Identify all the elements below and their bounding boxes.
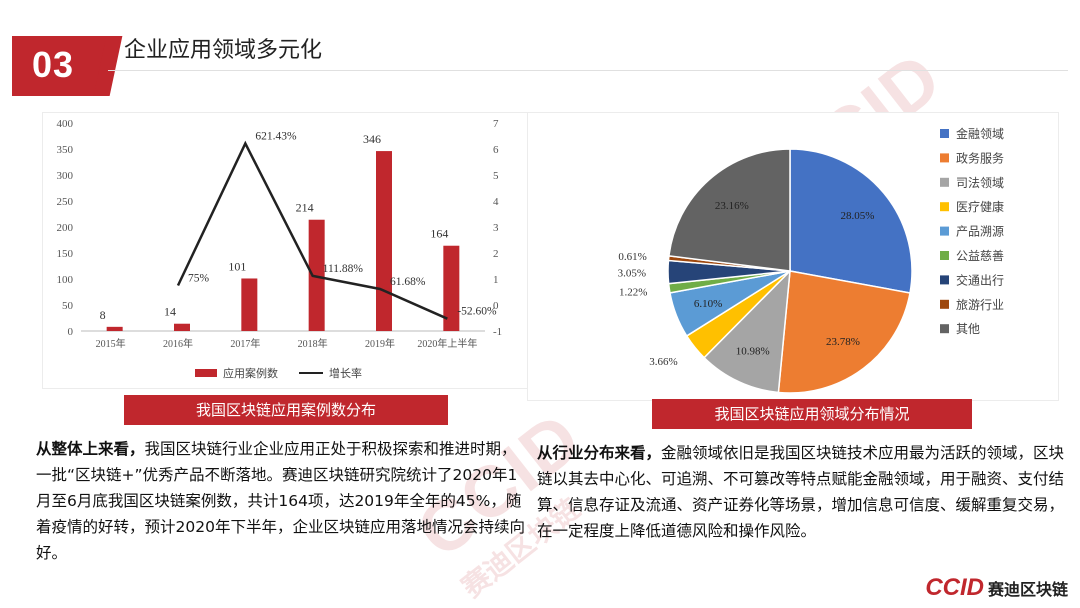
overview-paragraph: 从整体上来看，我国区块链行业企业应用正处于积极探索和推进时期，一批“区块链+”优… (36, 436, 532, 566)
y-tick-label: 350 (57, 144, 74, 156)
y2-tick-label: 7 (493, 118, 499, 130)
line-value-label: 75% (188, 273, 210, 285)
industry-lead: 从行业分布来看， (537, 444, 662, 462)
pie-chart: 28.05% 23.78% 10.98% 3.66% 6.10% 1.22% 3.05% 0.… (618, 126, 1004, 394)
bar-line-chart-panel: 0 50 100 150 200 250 300 350 400 -1 0 1 2 3 4 5 6 7 8 2015… (42, 112, 528, 389)
industry-body: 金融领域依旧是我国区块链技术应用最为活跃的领域，区块链以其去中心化、可追溯、不可… (537, 444, 1065, 540)
y2-tick-label: 4 (493, 196, 499, 208)
y-tick-label: 50 (62, 300, 74, 312)
y-tick-label: 100 (57, 274, 74, 286)
bar (241, 278, 258, 331)
pie-slice (668, 148, 791, 272)
industry-paragraph: 从行业分布来看，金融领域依旧是我国区块链技术应用最为活跃的领域，区块链以其去中心… (537, 440, 1067, 544)
x-tick-label: 2015年 (96, 337, 126, 350)
slice-label: 3.05% (618, 267, 646, 279)
y2-tick-label: 1 (493, 274, 499, 286)
x-tick-label: 2020年上半年 (417, 337, 477, 350)
section-number: 03 (32, 44, 75, 85)
legend-swatch (940, 251, 949, 260)
slice-label: 0.61% (618, 251, 646, 263)
bar-value-label: 8 (100, 308, 106, 322)
slice-label: 28.05% (841, 210, 875, 222)
legend-bar-swatch (195, 369, 217, 377)
bar (308, 219, 325, 331)
x-tick-label: 2018年 (298, 337, 328, 350)
y2-tick-label: 3 (493, 222, 499, 234)
bar (174, 323, 190, 331)
bar-value-label: 346 (363, 132, 381, 146)
bar (376, 151, 392, 331)
x-tick-label: 2019年 (365, 337, 395, 350)
y-tick-label: 150 (57, 248, 74, 260)
slice-label: 23.16% (715, 200, 749, 212)
header-divider (108, 70, 1068, 71)
x-tick-label: 2016年 (163, 337, 193, 350)
legend-label: 产品溯源 (956, 224, 1004, 239)
bar-value-label: 14 (164, 305, 176, 319)
ccid-logo: CCID (925, 574, 984, 601)
legend-swatch (940, 202, 949, 212)
legend-line-label: 增长率 (329, 366, 362, 380)
y2-tick-label: 5 (493, 170, 499, 182)
line-value-label: -52.60% (457, 306, 497, 318)
y2-tick-label: 2 (493, 248, 499, 260)
pie-slice (789, 148, 913, 294)
y-tick-label: 0 (68, 326, 74, 338)
overview-lead: 从整体上来看， (36, 440, 145, 458)
overview-body: 我国区块链行业企业应用正处于积极探索和推进时期，一批“区块链+”优秀产品不断落地… (36, 440, 525, 562)
legend-label: 医疗健康 (956, 199, 1004, 214)
legend-label: 交通出行 (956, 272, 1004, 287)
page-title: 企业应用领域多元化 (124, 38, 323, 63)
legend-label: 金融领域 (956, 126, 1004, 141)
legend-swatch (940, 129, 949, 138)
legend-swatch (940, 153, 949, 163)
bar-value-label: 101 (228, 259, 246, 273)
slice-label: 6.10% (694, 298, 722, 310)
legend-swatch (940, 275, 949, 285)
y-tick-label: 300 (57, 170, 74, 182)
x-tick-label: 2017年 (230, 337, 260, 350)
legend-swatch (940, 299, 949, 309)
line-value-label: 621.43% (255, 130, 297, 142)
legend-bar-label: 应用案例数 (223, 366, 278, 380)
slice-label: 10.98% (736, 346, 770, 358)
y2-tick-label: 6 (493, 144, 499, 156)
pie-chart-caption: 我国区块链应用领域分布情况 (652, 399, 972, 429)
brand-name: 赛迪区块链 (987, 580, 1068, 599)
legend-swatch (940, 324, 949, 334)
y-tick-label: 250 (57, 196, 74, 208)
bar-line-chart: 0 50 100 150 200 250 300 350 400 -1 0 1 2 3 4 5 6 7 8 2015… (57, 118, 503, 380)
growth-line (176, 140, 448, 320)
legend-swatch (940, 177, 949, 187)
pie-chart-panel: 28.05% 23.78% 10.98% 3.66% 6.10% 1.22% 3.05% 0.… (527, 112, 1059, 401)
legend-label: 其他 (956, 322, 980, 336)
bar-value-label: 214 (296, 201, 314, 215)
slice-label: 1.22% (619, 286, 647, 298)
legend-label: 公益慈善 (956, 248, 1004, 263)
section-badge: 03 (12, 36, 108, 96)
line-value-label: 111.88% (323, 263, 364, 275)
bar-value-label: 164 (430, 227, 448, 241)
legend-label: 司法领域 (956, 176, 1004, 190)
line-value-label: 61.68% (390, 276, 426, 288)
bar-chart-caption: 我国区块链应用案例数分布 (124, 395, 448, 425)
legend-label: 旅游行业 (956, 298, 1004, 312)
brand-logo: CCID 赛迪区块链 (925, 574, 1068, 602)
y-tick-label: 200 (57, 222, 74, 234)
pie-slice (703, 268, 791, 394)
slice-label: 3.66% (649, 356, 677, 368)
legend-label: 政务服务 (956, 150, 1004, 165)
bar (443, 245, 460, 331)
bar (106, 326, 123, 331)
slice-label: 23.78% (826, 336, 860, 348)
y2-tick-label: 0 (493, 300, 499, 312)
y-tick-label: 400 (57, 118, 74, 130)
y2-tick-label: -1 (493, 326, 502, 338)
pie-slice (777, 270, 911, 394)
legend-swatch (940, 226, 949, 236)
